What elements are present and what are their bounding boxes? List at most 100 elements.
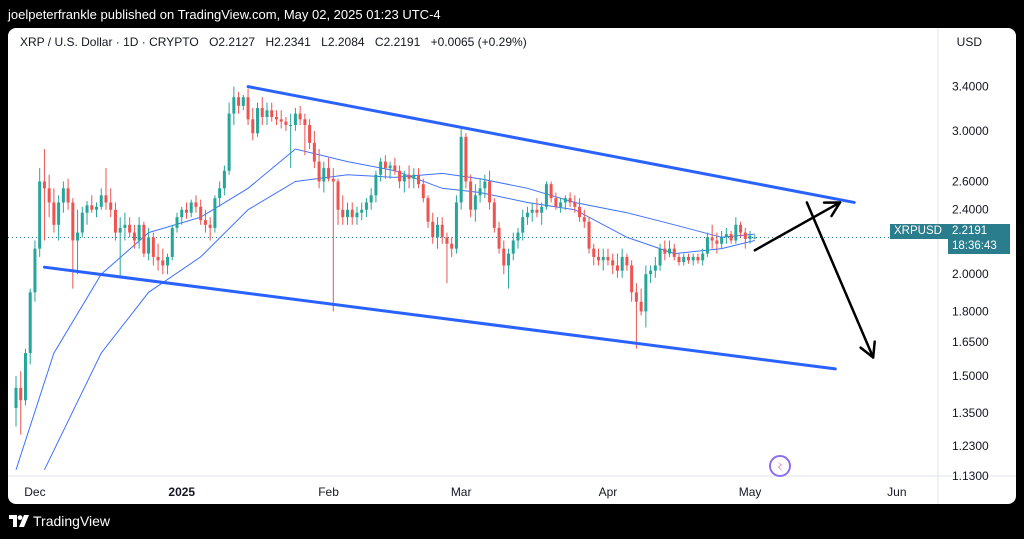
candle-body — [132, 232, 136, 241]
candle-body — [734, 224, 738, 241]
candle-body — [507, 253, 511, 266]
candle-body — [464, 136, 468, 182]
candle-body — [488, 181, 492, 203]
candle-body — [417, 174, 421, 185]
candle-body — [308, 125, 312, 143]
candle-body — [109, 202, 113, 210]
candle-body — [222, 170, 226, 189]
candle-body — [346, 209, 350, 218]
candle-body — [559, 202, 563, 207]
candle-body — [549, 184, 553, 199]
candle-body — [535, 209, 539, 213]
candle-body — [630, 265, 634, 293]
candle-body — [511, 240, 515, 254]
candle-body — [611, 260, 615, 266]
candle-body — [189, 202, 193, 213]
candle-body — [118, 227, 122, 233]
candle-body — [166, 256, 170, 266]
legend-high: H2.2341 — [265, 35, 311, 49]
candle-body — [748, 235, 752, 239]
candle-body — [38, 181, 42, 249]
y-tick-label: 2.6000 — [952, 174, 989, 188]
candle-body — [521, 217, 525, 233]
assistant-sparkle-icon — [769, 455, 791, 477]
candle-body — [658, 248, 662, 266]
chart-legend: XRP / U.S. Dollar · 1D · CRYPTO O2.2127 … — [20, 35, 527, 49]
candle-body — [592, 248, 596, 257]
candle-body — [469, 181, 473, 210]
candle-body — [256, 108, 260, 134]
y-tick-label: 1.1300 — [952, 469, 989, 483]
candle-body — [440, 224, 444, 238]
y-tick-label: 1.8000 — [952, 304, 989, 318]
candle-body — [729, 234, 733, 241]
y-tick-label: 2.4000 — [952, 203, 989, 217]
candle-body — [459, 136, 463, 203]
projection-arrow — [753, 201, 842, 252]
candle-body — [113, 209, 117, 233]
candle-body — [668, 248, 672, 254]
candle-body — [383, 161, 387, 169]
candle-body — [691, 256, 695, 261]
candle-body — [52, 202, 56, 225]
candle-body — [720, 237, 724, 244]
candle-body — [317, 161, 321, 182]
publish-attribution: joelpeterfrankle published on TradingVie… — [8, 7, 441, 22]
candle-body — [502, 248, 506, 266]
candle-body — [336, 181, 340, 210]
legend-low: L2.2084 — [321, 35, 365, 49]
candle-body — [42, 181, 46, 189]
candle-body — [199, 206, 203, 221]
candle-body — [620, 256, 624, 271]
price-chart[interactable]: 3.40003.00002.60002.40002.20002.00001.80… — [8, 28, 1016, 504]
tradingview-logo[interactable]: TradingView — [9, 513, 110, 529]
candle-body — [99, 195, 103, 207]
currency-label[interactable]: USD — [956, 35, 982, 49]
candle-body — [265, 110, 269, 118]
candle-body — [568, 198, 572, 203]
x-tick-label: Dec — [24, 485, 45, 499]
candle-body — [393, 165, 397, 171]
candle-body — [71, 202, 75, 241]
candle-body — [677, 256, 681, 263]
candle-body — [327, 168, 331, 179]
candle-body — [147, 237, 151, 254]
candle-body — [450, 243, 454, 249]
candle-body — [260, 108, 264, 118]
candle-body — [241, 97, 245, 106]
legend-title: XRP / U.S. Dollar · 1D · CRYPTO — [20, 35, 199, 49]
candle-body — [426, 198, 430, 222]
candle-body — [213, 198, 217, 228]
chart-panel[interactable]: 3.40003.00002.60002.40002.20002.00001.80… — [8, 28, 1016, 504]
candle-body — [232, 97, 236, 114]
candle-body — [246, 97, 250, 120]
candle-body — [710, 237, 714, 241]
candle-body — [137, 224, 141, 241]
candle-body — [525, 212, 529, 218]
candle-body — [128, 224, 132, 233]
candle-body — [90, 205, 94, 210]
x-tick-label: 2025 — [168, 485, 195, 499]
channel-trendline — [246, 85, 856, 204]
candle-body — [355, 212, 359, 218]
candle-body — [227, 113, 231, 171]
candle-body — [705, 237, 709, 254]
candle-body — [402, 174, 406, 182]
x-tick-label: Mar — [451, 485, 472, 499]
legend-close: C2.2191 — [374, 35, 421, 49]
candle-body — [682, 256, 686, 263]
candle-body — [312, 142, 316, 162]
y-tick-label: 1.5000 — [952, 369, 989, 383]
candle-body — [270, 110, 274, 118]
tradingview-wordmark: TradingView — [33, 513, 111, 529]
candle-body — [123, 224, 127, 228]
candle-body — [421, 184, 425, 199]
candle-body — [180, 209, 184, 218]
candle-body — [369, 195, 373, 203]
candle-body — [61, 188, 65, 203]
y-tick-label: 3.4000 — [952, 80, 989, 94]
candle-body — [251, 119, 255, 134]
candle-body — [289, 125, 293, 127]
candle-body — [715, 240, 719, 244]
candle-body — [587, 221, 591, 249]
